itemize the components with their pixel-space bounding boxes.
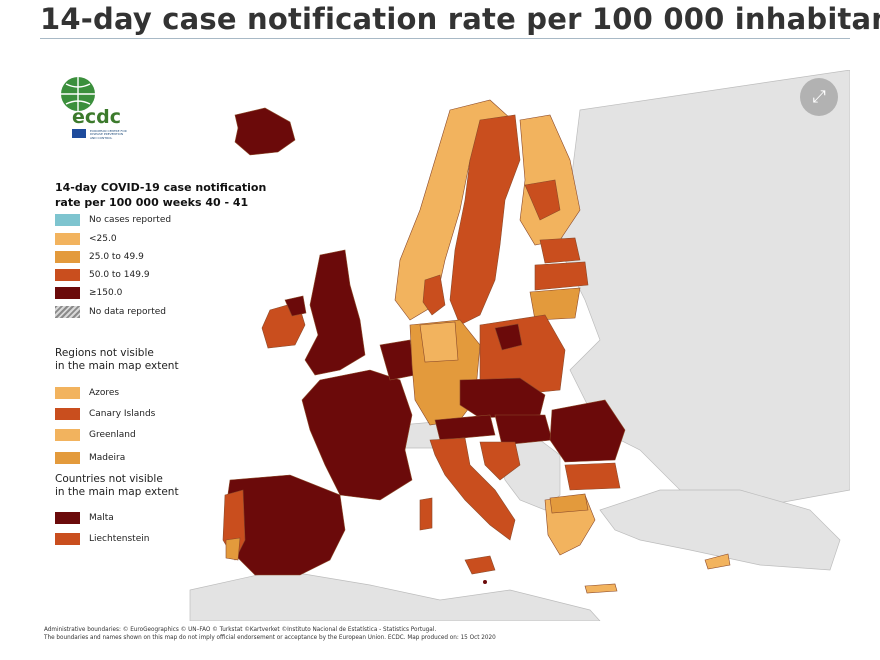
credits-line2: The boundaries and names shown on this m… bbox=[44, 635, 496, 641]
land-turkey bbox=[599, 489, 841, 571]
region-austria[interactable] bbox=[434, 414, 496, 441]
region-sweden[interactable] bbox=[449, 114, 521, 326]
legend-swatch bbox=[55, 387, 80, 399]
region-iceland[interactable] bbox=[234, 107, 296, 156]
region-latvia[interactable] bbox=[534, 261, 589, 291]
map-panel[interactable]: ecdc EUROPEAN CENTRE FOR DISEASE PREVENT… bbox=[40, 70, 850, 621]
legend-title: 14-day COVID-19 case notification rate p… bbox=[55, 180, 285, 210]
title-divider bbox=[40, 38, 850, 39]
legend-label: Liechtenstein bbox=[89, 534, 150, 544]
countries-heading-line1: Countries not visible bbox=[55, 473, 163, 485]
region-hungary[interactable] bbox=[494, 414, 553, 446]
legend-label: 50.0 to 149.9 bbox=[89, 270, 150, 280]
expand-map-button[interactable]: ⤢ bbox=[800, 78, 838, 116]
region-sicily[interactable] bbox=[464, 555, 496, 575]
region-bulgaria[interactable] bbox=[564, 462, 621, 491]
legend-label: <25.0 bbox=[89, 234, 117, 244]
legend-swatch bbox=[55, 533, 80, 545]
region-germany-north[interactable] bbox=[419, 321, 459, 363]
legend-label: No cases reported bbox=[89, 215, 172, 225]
region-cyprus[interactable] bbox=[704, 553, 731, 570]
map-credits: Administrative boundaries: © EuroGeograp… bbox=[44, 626, 834, 642]
page-title: 14-day case notification rate per 100 00… bbox=[40, 2, 880, 36]
region-benelux[interactable] bbox=[379, 339, 416, 381]
credits-line1: Administrative boundaries: © EuroGeograp… bbox=[44, 627, 437, 633]
legend-label: Malta bbox=[89, 513, 114, 523]
legend-swatch bbox=[55, 214, 80, 226]
region-italy[interactable] bbox=[429, 437, 516, 541]
legend-swatch bbox=[55, 452, 80, 464]
legend-swatch bbox=[55, 251, 80, 263]
region-northern-ireland[interactable] bbox=[284, 295, 307, 317]
legend-title-line2: rate per 100 000 weeks 40 - 41 bbox=[55, 196, 249, 209]
legend-swatch bbox=[55, 233, 80, 245]
legend-swatch bbox=[55, 269, 80, 281]
region-finland-south[interactable] bbox=[524, 179, 561, 221]
legend-swatch-hatched bbox=[55, 306, 80, 318]
region-malta[interactable] bbox=[483, 580, 487, 584]
regions-heading-line2: in the main map extent bbox=[55, 360, 179, 372]
region-lithuania[interactable] bbox=[529, 287, 581, 321]
region-crete[interactable] bbox=[584, 583, 618, 594]
countries-heading-line2: in the main map extent bbox=[55, 486, 179, 498]
region-romania[interactable] bbox=[549, 399, 626, 463]
regions-heading-line1: Regions not visible bbox=[55, 347, 154, 359]
europe-map[interactable] bbox=[40, 70, 850, 621]
legend-swatch bbox=[55, 408, 80, 420]
legend-label: 25.0 to 49.9 bbox=[89, 252, 144, 262]
legend-swatch bbox=[55, 429, 80, 441]
legend-label: No data reported bbox=[89, 307, 166, 317]
legend-title-line1: 14-day COVID-19 case notification bbox=[55, 181, 267, 194]
ecdc-logo-subtitle: EUROPEAN CENTRE FOR DISEASE PREVENTION A… bbox=[90, 129, 127, 140]
land-north-africa bbox=[189, 569, 601, 621]
legend-swatch bbox=[55, 287, 80, 299]
legend-label: Madeira bbox=[89, 453, 126, 463]
legend-label: Canary Islands bbox=[89, 409, 156, 419]
region-sardinia[interactable] bbox=[419, 497, 433, 531]
legend-label: Greenland bbox=[89, 430, 136, 440]
region-portugal-south[interactable] bbox=[225, 537, 241, 561]
regions-heading: Regions not visible in the main map exte… bbox=[55, 347, 265, 373]
expand-icon: ⤢ bbox=[812, 87, 826, 107]
region-denmark[interactable] bbox=[422, 274, 446, 316]
ecdc-globe-icon bbox=[61, 77, 95, 111]
region-estonia[interactable] bbox=[539, 237, 581, 264]
countries-heading: Countries not visible in the main map ex… bbox=[55, 473, 265, 499]
legend-label: ≥150.0 bbox=[89, 288, 123, 298]
region-greece-north[interactable] bbox=[549, 493, 589, 514]
region-slovenia-croatia[interactable] bbox=[479, 441, 521, 481]
region-poland-hotspot[interactable] bbox=[494, 323, 523, 351]
eu-flag-icon bbox=[72, 129, 86, 138]
legend-swatch bbox=[55, 512, 80, 524]
legend-label: Azores bbox=[89, 388, 120, 398]
region-great-britain[interactable] bbox=[304, 249, 366, 376]
ecdc-logo-text: ecdc bbox=[72, 106, 122, 128]
region-france[interactable] bbox=[301, 369, 413, 501]
